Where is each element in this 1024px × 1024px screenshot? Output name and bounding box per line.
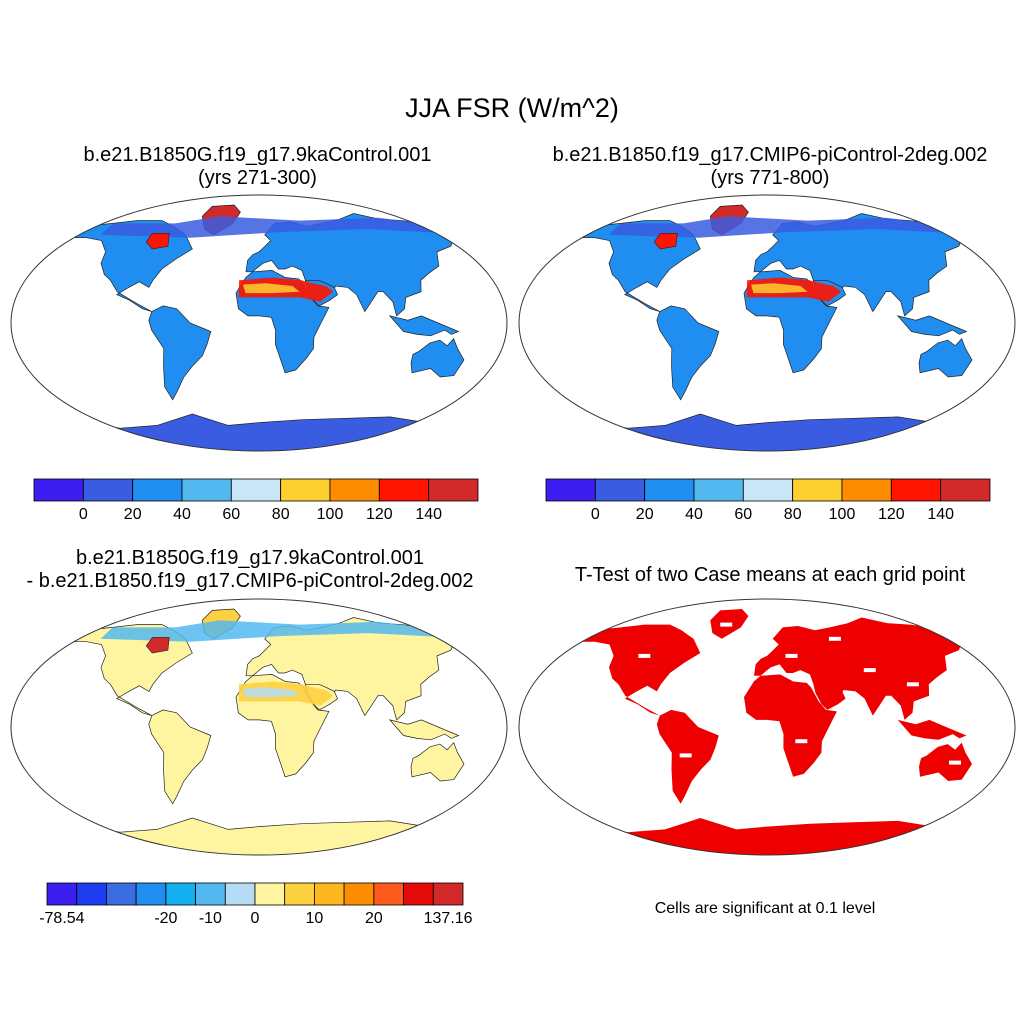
panel-2-map	[518, 194, 1016, 452]
panel-3-colorbar-box	[106, 882, 137, 906]
panel-3-colorbar: -78.54 -20 -10 0 10 20 137.16	[39, 882, 473, 934]
panel-3-title: b.e21.B1850G.f19_g17.9kaControl.001 - b.…	[0, 547, 520, 593]
panel-3-colorbar-box	[224, 882, 256, 906]
panel-3-colorbar-box	[313, 882, 345, 906]
panel-1-colorbar-box	[428, 478, 479, 502]
panel-2-colorbar-box	[792, 478, 843, 502]
panel-2-colorbar-box	[545, 478, 596, 502]
panel-1-colorbar-tick-label: 20	[123, 506, 142, 523]
panel-1-map	[10, 194, 508, 452]
panel-1-title-line1: b.e21.B1850G.f19_g17.9kaControl.001	[83, 144, 432, 166]
panel-1-colorbar-box	[378, 478, 429, 502]
panel-1-colorbar-tick-label: 40	[173, 506, 191, 523]
panel-3-colorbar-box	[165, 882, 197, 906]
panel-3-colorbar-tick-label: 20	[364, 910, 383, 927]
panel-2-title-line2: (yrs 771-800)	[710, 167, 830, 189]
panel-3-colorbar-tick-label: -78.54	[39, 910, 85, 927]
panel-2-colorbar-tick-label: 40	[685, 506, 703, 523]
panel-2-colorbar-tick-label: 120	[877, 506, 905, 523]
panel-3-colorbar-box	[46, 882, 78, 906]
panel-1-title: b.e21.B1850G.f19_g17.9kaControl.001 (yrs…	[30, 144, 485, 190]
panel-3-colorbar-boxes	[46, 882, 464, 906]
panel-3-colorbar-box	[254, 882, 286, 906]
panel-2-colorbar-tick-label: 60	[734, 506, 753, 523]
panel-1-colorbar: 0 20 40 60 80 100 120 140	[33, 478, 479, 530]
panel-3-colorbar-box	[135, 882, 167, 906]
panel-1-colorbar-tick-label: 80	[271, 506, 290, 523]
panel-3-title-line1: b.e21.B1850G.f19_g17.9kaControl.001	[75, 547, 425, 569]
panel-2-colorbar-box	[841, 478, 892, 502]
panel-2-colorbar-boxes	[545, 478, 991, 502]
panel-3-colorbar-box	[403, 882, 434, 906]
panel-3-colorbar-tick-label: 10	[305, 910, 324, 927]
panel-1-colorbar-tick-label: 60	[222, 506, 241, 523]
panel-1-colorbar-tick-label: 120	[365, 506, 393, 523]
panel-2-colorbar-box	[742, 478, 794, 502]
panel-1-colorbar-tick-label: 0	[78, 506, 88, 523]
panel-2-colorbar-tick-label: 80	[783, 506, 802, 523]
panel-1-colorbar-box	[82, 478, 133, 502]
figure-title: JJA FSR (W/m^2)	[405, 93, 619, 123]
panel-2-colorbar-box	[940, 478, 991, 502]
panel-1-title-line2: (yrs 271-300)	[198, 167, 317, 189]
panel-2-colorbar-box	[594, 478, 645, 502]
panel-3-colorbar-tick-label: 0	[250, 910, 260, 927]
panel-4-map	[518, 598, 1016, 856]
panel-2-colorbar-box	[693, 478, 744, 502]
panel-2-colorbar: 0 20 40 60 80 100 120 140	[545, 478, 991, 530]
panel-3-colorbar-tick-label: -20	[154, 910, 178, 927]
panel-1-colorbar-tick-label: 140	[415, 506, 443, 523]
panel-2-title: b.e21.B1850.f19_g17.CMIP6-piControl-2deg…	[510, 144, 1024, 190]
panel-2-colorbar-box	[644, 478, 695, 502]
panel-1-colorbar-box	[181, 478, 232, 502]
panel-2-colorbar-tick-label: 100	[828, 506, 856, 523]
panel-2-colorbar-tick-label: 140	[927, 506, 955, 523]
panel-3-title-line2: - b.e21.B1850.f19_g17.CMIP6-piControl-2d…	[26, 570, 474, 592]
panel-1-colorbar-boxes	[33, 478, 479, 502]
panel-1-colorbar-tick-label: 100	[316, 506, 344, 523]
panel-3-colorbar-box	[284, 882, 315, 906]
panel-2-colorbar-tick-label: 0	[590, 506, 600, 523]
panel-1-colorbar-box	[132, 478, 183, 502]
panel-3-colorbar-box	[76, 882, 107, 906]
panel-1-colorbar-box	[33, 478, 84, 502]
panel-2-colorbar-box	[890, 478, 941, 502]
panel-1-colorbar-box	[230, 478, 282, 502]
panel-3-colorbar-box	[343, 882, 375, 906]
panel-3-colorbar-box	[373, 882, 404, 906]
panel-3-colorbar-box	[195, 882, 226, 906]
panel-1-colorbar-box	[280, 478, 331, 502]
panel-3-colorbar-box	[432, 882, 464, 906]
panel-3-colorbar-tick-label: 137.16	[423, 910, 473, 927]
significance-note: Cells are significant at 0.1 level	[654, 900, 876, 917]
panel-3-colorbar-tick-label: -10	[198, 910, 222, 927]
panel-4-title: T-Test of two Case means at each grid po…	[574, 564, 966, 586]
panel-2-colorbar-tick-label: 20	[635, 506, 654, 523]
panel-3-map	[10, 598, 508, 856]
panel-2-title-line1: b.e21.B1850.f19_g17.CMIP6-piControl-2deg…	[552, 144, 988, 166]
panel-1-colorbar-box	[329, 478, 380, 502]
